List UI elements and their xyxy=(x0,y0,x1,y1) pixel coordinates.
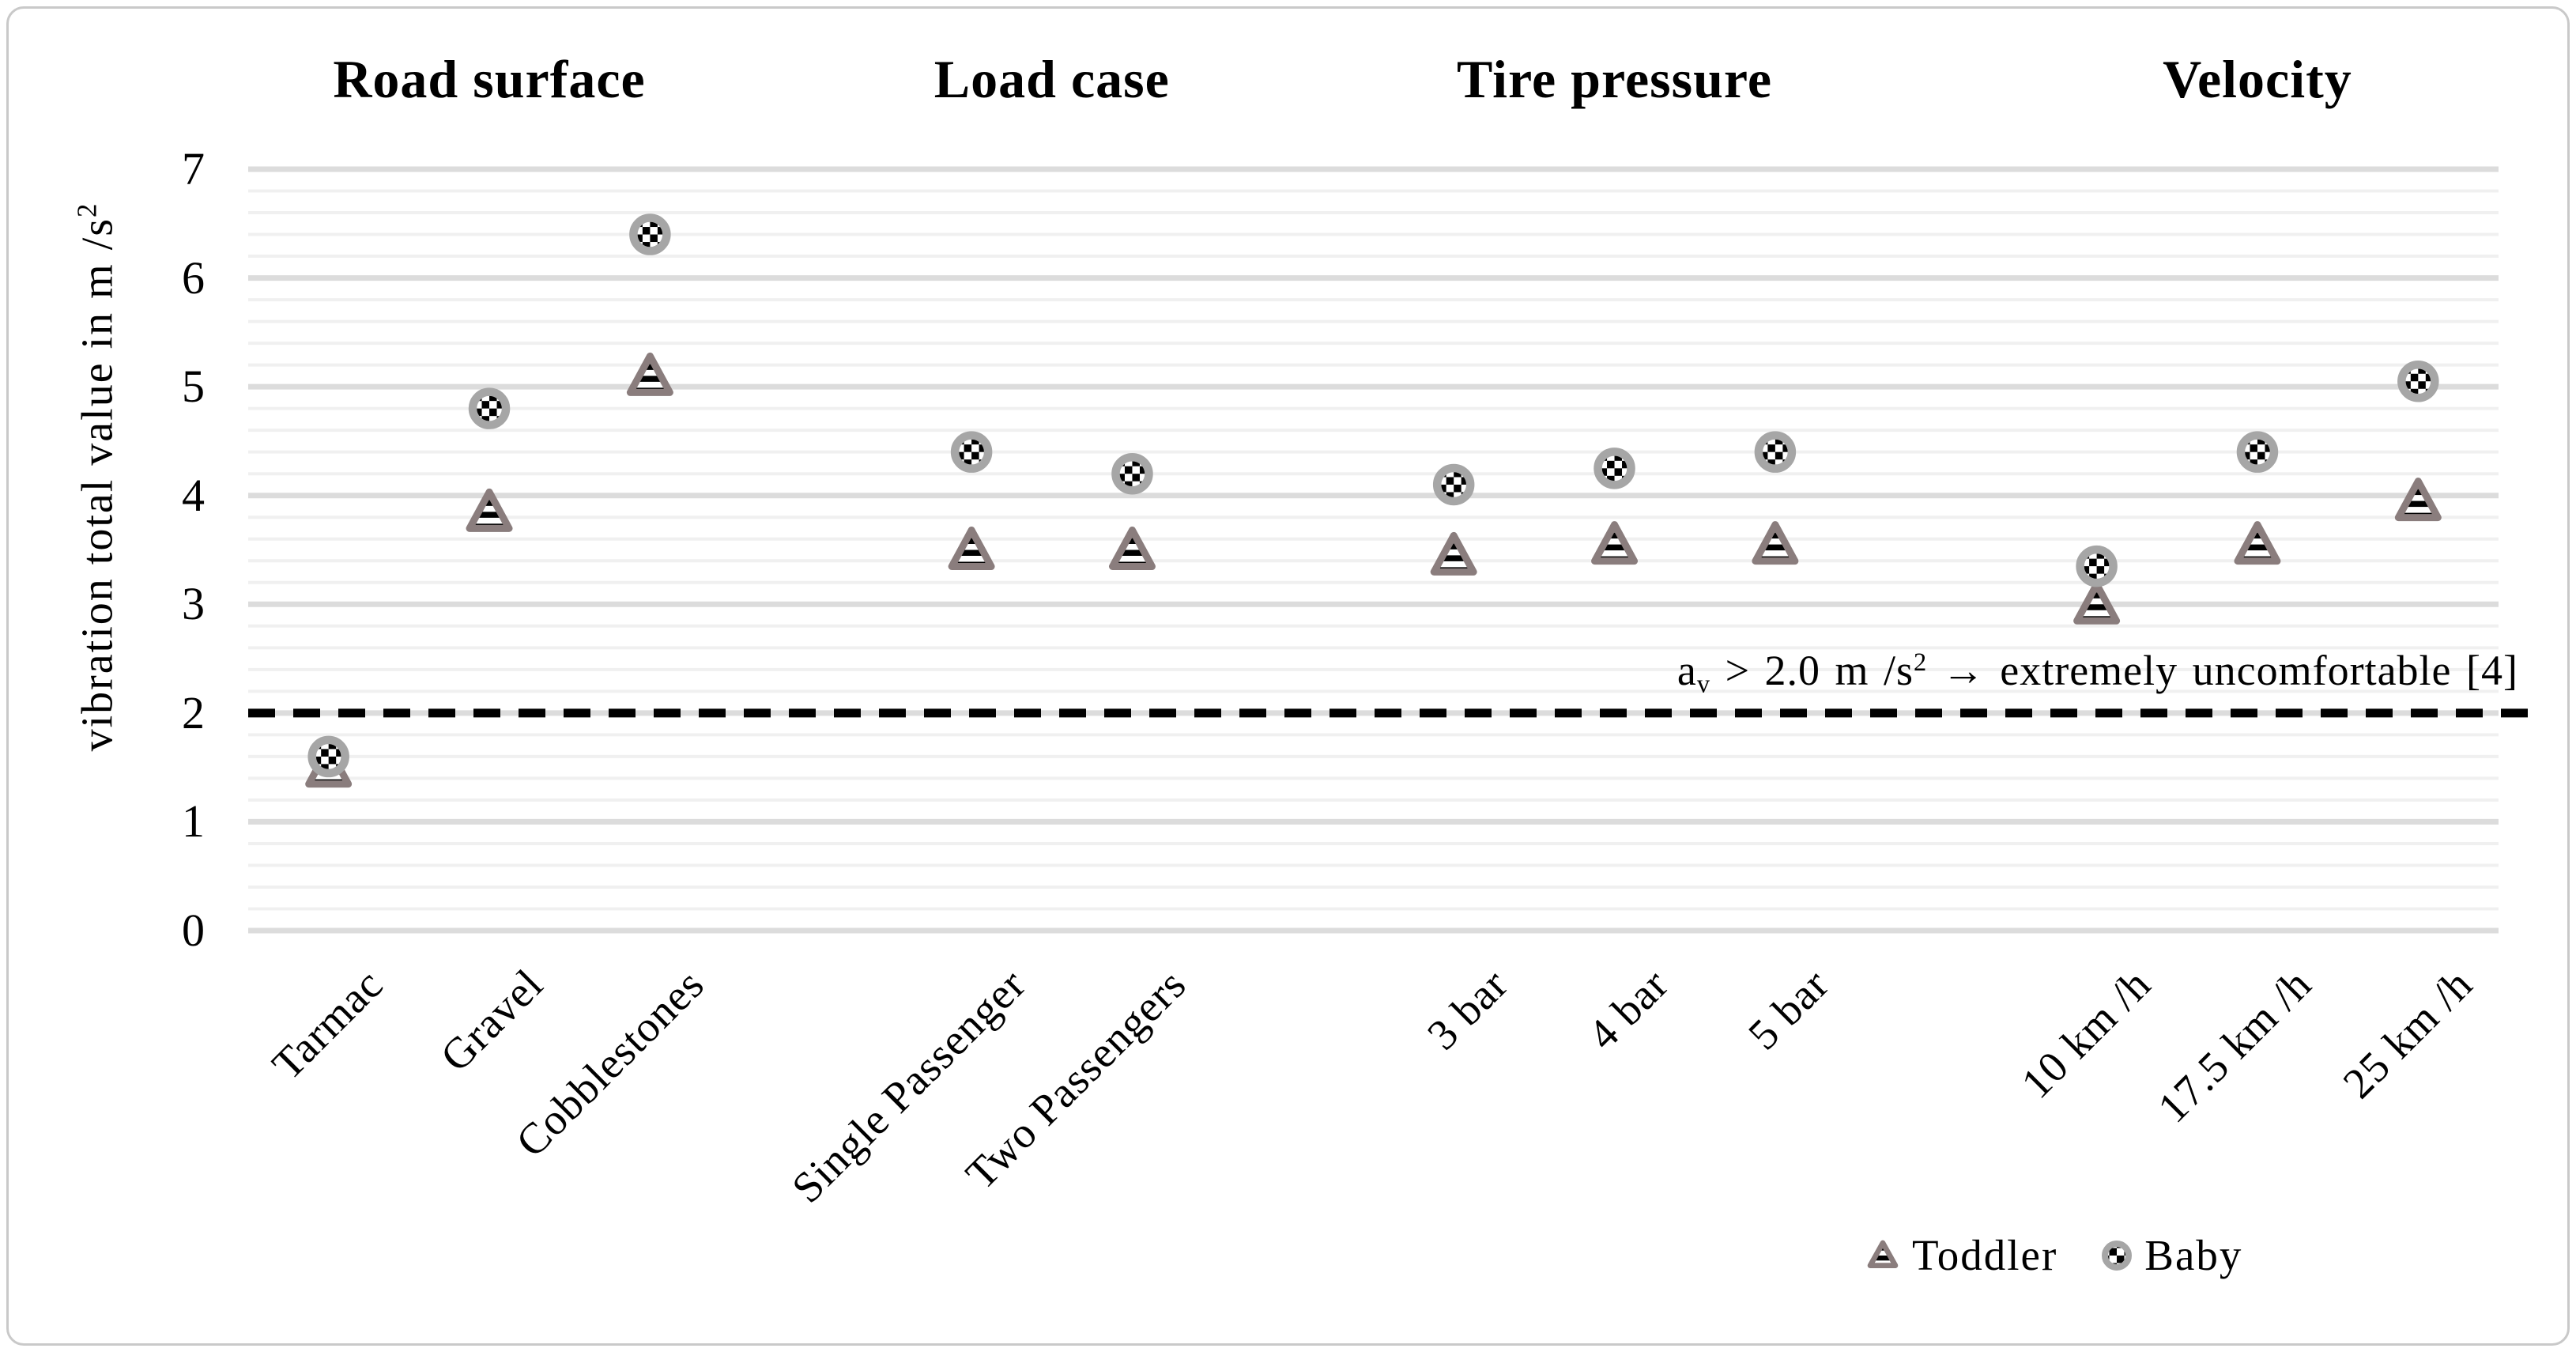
marker-baby xyxy=(2241,436,2274,469)
marker-toddler xyxy=(1756,525,1795,561)
marker-baby xyxy=(1437,468,1470,501)
legend-entry-baby: Baby xyxy=(2100,1230,2242,1280)
y-tick-label: 1 xyxy=(182,795,205,848)
y-tick-label: 0 xyxy=(182,904,205,956)
marker-toddler xyxy=(1595,525,1635,561)
annotation-comparison: > 2.0 m /s xyxy=(1710,647,1914,694)
group-title: Velocity xyxy=(2163,49,2352,109)
y-tick-label: 2 xyxy=(182,686,205,738)
group-title: Tire pressure xyxy=(1457,49,1773,109)
marker-toddler xyxy=(1434,535,1473,572)
baby-circle-icon xyxy=(2102,1240,2133,1271)
legend: Toddler Baby xyxy=(1865,1230,2242,1280)
annotation-variable: a xyxy=(1676,647,1697,694)
y-axis-title: vibration total value in m /s2 xyxy=(72,202,123,752)
annotation-exponent: 2 xyxy=(1914,648,1928,678)
marker-baby xyxy=(1759,436,1792,469)
marker-toddler xyxy=(2398,482,2438,518)
marker-toddler xyxy=(952,531,991,567)
marker-baby xyxy=(633,218,666,251)
y-tick-label: 4 xyxy=(182,469,205,521)
annotation-text: → extremely uncomfortable [4] xyxy=(1927,647,2518,694)
y-tick-label: 3 xyxy=(182,578,205,630)
y-axis-title-exponent: 2 xyxy=(71,202,103,217)
marker-toddler xyxy=(1112,531,1152,567)
marker-toddler xyxy=(2238,525,2277,561)
threshold-annotation: av > 2.0 m /s2 → extremely uncomfortable… xyxy=(1677,646,2518,700)
marker-toddler xyxy=(2077,584,2117,621)
y-tick-label: 5 xyxy=(182,361,205,413)
y-tick-label: 6 xyxy=(182,251,205,304)
toddler-triangle-icon xyxy=(1867,1240,1899,1268)
y-tick-label: 7 xyxy=(182,143,205,194)
y-axis-title-text: vibration total value in m /s xyxy=(73,217,123,752)
marker-toddler xyxy=(630,356,669,392)
marker-baby xyxy=(2080,549,2114,583)
marker-baby xyxy=(955,436,988,469)
legend-entry-toddler: Toddler xyxy=(1865,1230,2057,1280)
legend-label-toddler: Toddler xyxy=(1912,1231,2058,1279)
legend-label-baby: Baby xyxy=(2144,1231,2243,1279)
marker-baby xyxy=(312,740,345,773)
marker-baby xyxy=(1115,457,1148,490)
annotation-variable-subscript: v xyxy=(1696,670,1711,699)
marker-baby xyxy=(2401,364,2435,398)
gridlines xyxy=(248,166,2499,934)
scatter-plot-canvas xyxy=(248,166,2542,934)
marker-baby xyxy=(473,392,506,425)
marker-baby xyxy=(1598,451,1631,485)
group-title: Road surface xyxy=(333,49,646,109)
chart-frame: Road surface Load case Tire pressure Veloci… xyxy=(6,6,2570,1346)
group-title: Load case xyxy=(933,49,1170,109)
